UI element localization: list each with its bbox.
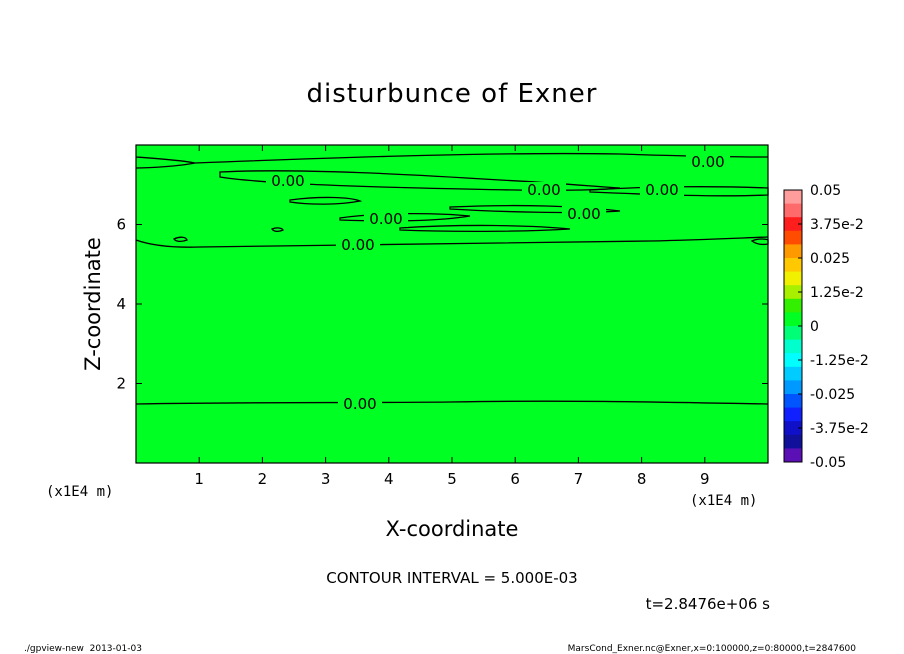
contour-line — [135, 236, 769, 248]
colorbar-segment — [784, 258, 802, 273]
colorbar-segment — [784, 448, 802, 463]
colorbar — [784, 190, 802, 463]
x-axis-ticks: 1 2 3 4 5 6 7 8 9 — [194, 145, 710, 488]
contour-label: 0.00 — [645, 181, 678, 199]
x-tick-label: 7 — [574, 470, 584, 488]
contour-line — [271, 227, 284, 233]
colorbar-segment — [784, 421, 802, 436]
colorbar-segment — [784, 366, 802, 381]
time-label: t=2.8476e+06 s — [646, 595, 771, 613]
colorbar-label: -3.75e-2 — [810, 421, 869, 437]
x-tick-label: 1 — [194, 470, 204, 488]
colorbar-label: 3.75e-2 — [810, 217, 864, 233]
colorbar-segment — [784, 271, 802, 286]
contour-label: 0.00 — [369, 210, 402, 228]
contour-label: 0.00 — [691, 153, 724, 171]
contour-line — [173, 236, 188, 243]
colorbar-label: -0.025 — [810, 387, 855, 403]
footer-right: MarsCond_Exner.nc@Exner,x=0:100000,z=0:8… — [568, 644, 857, 654]
x-tick-label: 9 — [700, 470, 710, 488]
chart-title: disturbunce of Exner — [307, 79, 598, 109]
colorbar-segment — [784, 244, 802, 259]
colorbar-label: 0.025 — [810, 251, 850, 267]
colorbar-segment — [784, 339, 802, 354]
y-tick-label: 4 — [116, 295, 126, 313]
colorbar-label: 0.05 — [810, 183, 841, 199]
y-axis-label: Z-coordinate — [81, 237, 105, 371]
x-axis-label: X-coordinate — [386, 517, 519, 541]
colorbar-segment — [784, 434, 802, 449]
contour-interval: CONTOUR INTERVAL = 5.000E-03 — [326, 569, 577, 587]
colorbar-segment — [784, 353, 802, 368]
colorbar-segment — [784, 380, 802, 395]
contour-label-group: 0.00 0.00 0.00 0.00 0.00 0.00 0.00 0.00 — [266, 153, 730, 413]
contour-line — [449, 204, 621, 214]
colorbar-segment — [784, 217, 802, 232]
contour-line — [289, 196, 363, 205]
colorbar-label: -1.25e-2 — [810, 353, 869, 369]
colorbar-segment — [784, 230, 802, 245]
contour-line — [399, 224, 571, 233]
x-tick-label: 6 — [510, 470, 520, 488]
footer-left: ./gpview-new 2013-01-03 — [24, 644, 142, 654]
contour-label: 0.00 — [567, 205, 600, 223]
y-tick-label: 6 — [116, 216, 126, 234]
colorbar-segment — [784, 285, 802, 300]
x-tick-label: 5 — [447, 470, 457, 488]
x-tick-label: 8 — [637, 470, 647, 488]
contour-label: 0.00 — [271, 172, 304, 190]
colorbar-label: -0.05 — [810, 455, 846, 471]
colorbar-segment — [784, 298, 802, 313]
x-axis-unit-right: (x1E4 m) — [690, 493, 757, 509]
colorbar-segment — [784, 326, 802, 341]
colorbar-segment — [784, 203, 802, 218]
colorbar-labels: 0.05 3.75e-2 0.025 1.25e-2 0 -1.25e-2 -0.025 -3… — [798, 183, 869, 471]
colorbar-label: 1.25e-2 — [810, 285, 864, 301]
contour-line — [750, 238, 769, 246]
contour-label: 0.00 — [527, 181, 560, 199]
colorbar-segment — [784, 190, 802, 205]
contour-line — [135, 400, 769, 405]
x-axis-unit-left: (x1E4 m) — [46, 484, 113, 500]
colorbar-segment — [784, 312, 802, 327]
colorbar-segment — [784, 407, 802, 422]
colorbar-segment — [784, 394, 802, 409]
x-tick-label: 2 — [258, 470, 268, 488]
x-tick-label: 4 — [384, 470, 394, 488]
x-tick-label: 3 — [321, 470, 331, 488]
colorbar-label: 0 — [810, 319, 819, 335]
y-axis-ticks: 2 4 6 — [116, 216, 768, 393]
contour-label: 0.00 — [341, 236, 374, 254]
contour-label: 0.00 — [343, 395, 376, 413]
y-tick-label: 2 — [116, 375, 126, 393]
